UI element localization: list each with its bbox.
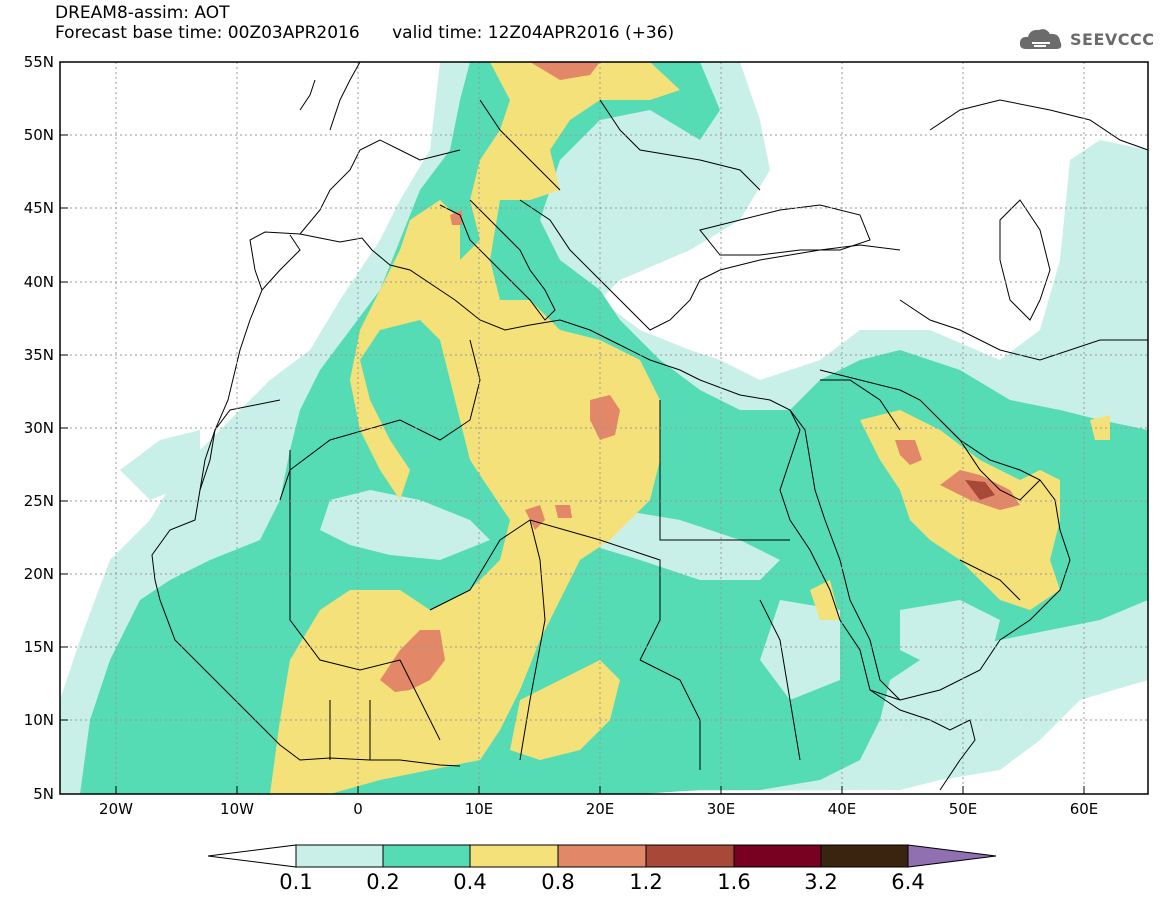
- colorbar-0-8: [557, 844, 647, 868]
- colorbar-label: 0.1: [279, 870, 313, 894]
- lat-label: 5N: [33, 785, 54, 803]
- colorbar-label: 0.8: [541, 870, 575, 894]
- colorbar-label: 0.4: [453, 870, 487, 894]
- lon-label: 20W: [99, 800, 133, 818]
- colorbar-1-6: [733, 844, 822, 868]
- aot-band-0-8: [380, 630, 445, 692]
- lat-label: 35N: [23, 346, 54, 364]
- lat-label: 45N: [23, 199, 54, 217]
- lon-label: 40E: [827, 800, 857, 818]
- lat-label: 30N: [23, 419, 54, 437]
- lon-label: 0: [353, 800, 363, 818]
- colorbar-0-1: [295, 844, 384, 868]
- seevccc-logo: SEEVCCC: [1018, 24, 1155, 54]
- colorbar-0-4: [469, 844, 559, 868]
- logo-text: SEEVCCC: [1070, 29, 1155, 49]
- lon-label: 50E: [948, 800, 978, 818]
- aot-field: [60, 62, 1148, 794]
- lat-label: 15N: [23, 638, 54, 656]
- colorbar-above: [907, 844, 997, 868]
- colorbar-3-2: [820, 844, 909, 868]
- lon-label: 10E: [464, 800, 494, 818]
- lon-label: 30E: [706, 800, 736, 818]
- colorbar-below: [207, 844, 297, 868]
- colorbar-label: 1.2: [629, 870, 663, 894]
- colorbar-label: 1.6: [717, 870, 751, 894]
- lon-label: 20E: [585, 800, 615, 818]
- lat-label: 55N: [23, 53, 54, 71]
- colorbar-0-2: [382, 844, 471, 868]
- colorbar-label: 6.4: [891, 870, 925, 894]
- lat-label: 20N: [23, 565, 54, 583]
- colorbar-1-2: [645, 844, 735, 868]
- lat-label: 50N: [23, 126, 54, 144]
- forecast-time-line: Forecast base time: 00Z03APR2016 valid t…: [55, 23, 675, 43]
- axis-ticks: [60, 61, 1085, 794]
- cloud-icon: [1019, 29, 1062, 49]
- map-title: DREAM8-assim: AOT: [55, 3, 230, 23]
- colorbar-label: 0.2: [366, 870, 400, 894]
- lat-label: 10N: [23, 711, 54, 729]
- colorbar: [207, 844, 997, 868]
- lat-label: 25N: [23, 492, 54, 510]
- lon-label: 60E: [1069, 800, 1099, 818]
- gridlines: [60, 62, 1148, 794]
- lat-label: 40N: [23, 273, 54, 291]
- lon-label: 10W: [220, 800, 254, 818]
- colorbar-label: 3.2: [804, 870, 838, 894]
